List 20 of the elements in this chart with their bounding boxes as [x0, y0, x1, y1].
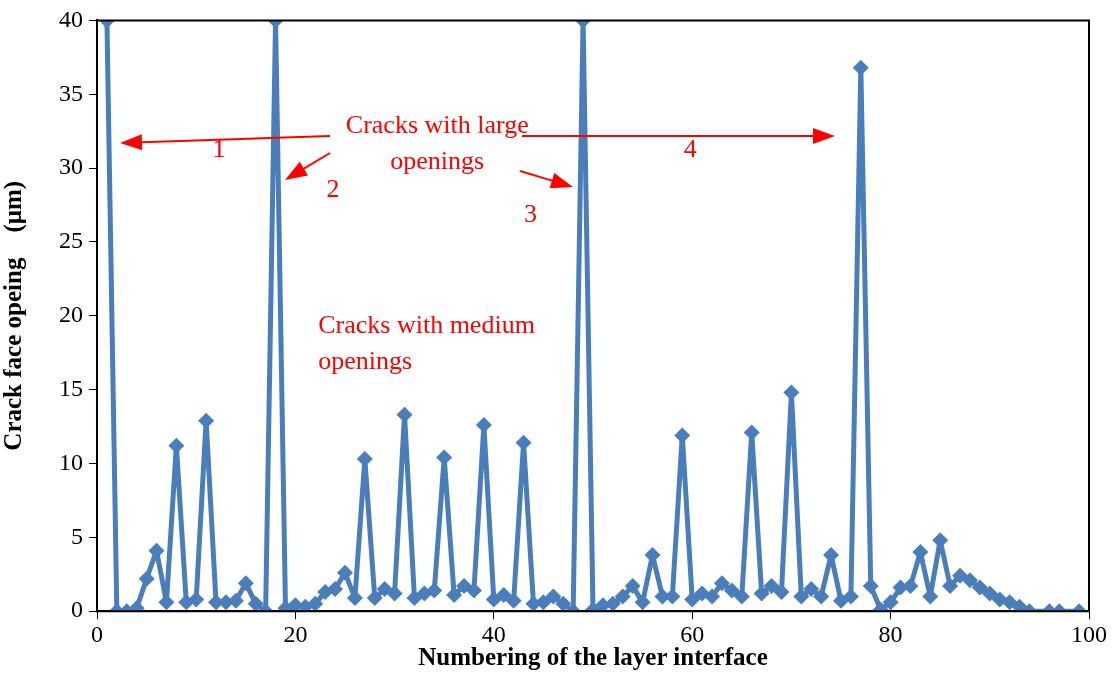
x-tick-label: 80: [878, 620, 903, 647]
annotation: Cracks with medium openings: [318, 309, 535, 375]
annotation: 1: [212, 134, 226, 164]
y-tick-label: 0: [71, 596, 83, 623]
x-tick-label: 100: [1071, 620, 1107, 647]
y-tick-label: 40: [59, 5, 83, 32]
y-tick-label: 15: [59, 374, 83, 401]
annotation: 4: [683, 134, 697, 164]
annotation: 2: [326, 173, 340, 203]
y-tick-label: 25: [59, 227, 83, 254]
x-tick-label: 0: [91, 620, 103, 647]
annotation: 3: [524, 199, 537, 229]
y-tick-label: 20: [59, 301, 83, 328]
y-axis-title: Crack face opeing (μm): [0, 180, 28, 451]
x-tick-label: 20: [283, 620, 308, 647]
annotation: Cracks with large openings: [345, 110, 529, 176]
y-tick-label: 30: [59, 153, 83, 180]
y-tick-label: 35: [59, 79, 83, 106]
y-tick-label: 5: [71, 522, 83, 549]
y-tick-label: 10: [59, 448, 83, 475]
